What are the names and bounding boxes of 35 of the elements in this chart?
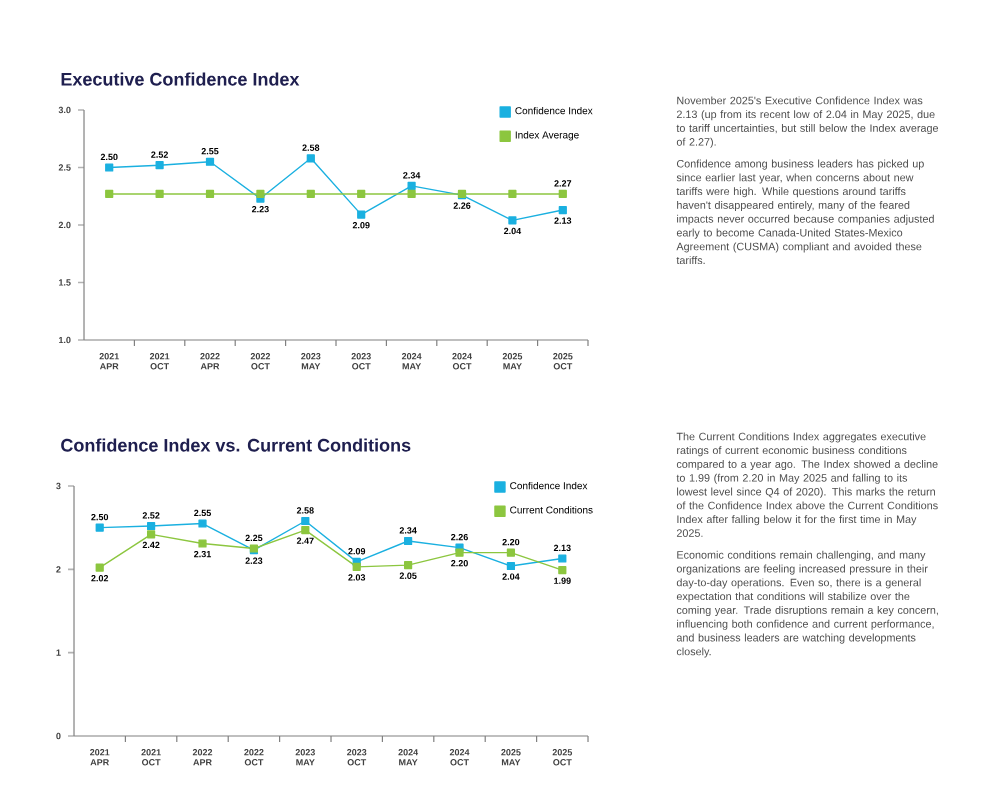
- point: [508, 216, 517, 225]
- chart-title: Executive Confidence Index: [61, 72, 300, 86]
- point: [147, 521, 156, 531]
- point: [95, 563, 104, 572]
- point: [105, 189, 114, 199]
- point: [198, 539, 207, 548]
- point: [306, 189, 315, 199]
- point: [95, 523, 104, 532]
- point: [455, 548, 464, 557]
- point: [357, 189, 366, 199]
- point: [306, 154, 315, 163]
- point: [558, 554, 567, 563]
- point: [155, 161, 164, 170]
- chart-title: Confidence Index vs. Current Conditions: [61, 438, 411, 452]
- point: [508, 189, 517, 199]
- point: [558, 566, 567, 575]
- point: [404, 561, 413, 570]
- point: [404, 536, 413, 546]
- point: [407, 181, 416, 190]
- point: [155, 189, 164, 199]
- point: [256, 189, 265, 199]
- point: [558, 189, 567, 199]
- point: [105, 163, 114, 172]
- point: [407, 189, 416, 199]
- point: [205, 157, 215, 166]
- point: [558, 205, 567, 215]
- point: [147, 530, 156, 539]
- point: [205, 189, 215, 199]
- point: [357, 210, 366, 219]
- point: [301, 516, 310, 526]
- point: [506, 561, 516, 571]
- point: [506, 548, 516, 557]
- point: [198, 519, 207, 528]
- point: [301, 526, 310, 535]
- point: [352, 562, 361, 571]
